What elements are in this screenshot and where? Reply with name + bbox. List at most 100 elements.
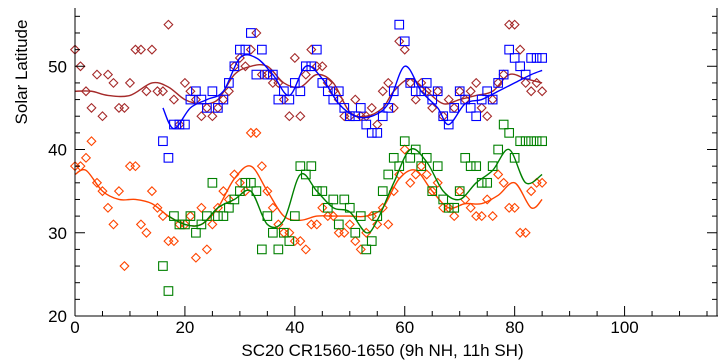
- square-point: [504, 128, 515, 138]
- diamond-point: [300, 244, 311, 255]
- square-point: [388, 152, 399, 163]
- square-point: [180, 219, 190, 230]
- x-axis-label: SC20 CR1560-1650 (9h NH, 11h SH): [241, 341, 523, 360]
- diamond-point: [504, 202, 515, 213]
- diamond-point: [300, 69, 311, 80]
- diamond-point: [520, 77, 531, 88]
- diamond-point: [383, 219, 394, 230]
- square-point: [438, 194, 449, 205]
- diamond-point: [405, 177, 416, 188]
- diamond-point: [438, 202, 449, 213]
- diamond-point: [201, 102, 212, 113]
- diamond-point: [421, 169, 432, 180]
- square-point: [163, 152, 174, 163]
- diamond-point: [113, 102, 125, 113]
- diamond-point: [372, 119, 383, 130]
- square-point: [504, 44, 515, 55]
- square-point: [257, 44, 267, 55]
- square-point: [361, 244, 372, 255]
- square-point: [399, 136, 410, 147]
- diamond-point: [141, 86, 152, 97]
- diamond-point: [152, 86, 163, 97]
- square-point: [240, 44, 251, 55]
- square-point: [498, 119, 509, 130]
- square-point: [196, 219, 207, 230]
- diamond-point: [135, 44, 147, 55]
- diamond-point: [383, 77, 394, 88]
- series-3: [69, 127, 548, 272]
- square-point: [526, 136, 536, 147]
- diamond-point: [163, 19, 174, 30]
- diamond-point: [152, 202, 163, 213]
- diamond-point: [256, 161, 267, 172]
- y-tick-label: 50: [48, 57, 67, 76]
- diamond-point: [306, 44, 317, 55]
- square-point: [421, 78, 432, 88]
- diamond-point: [196, 111, 207, 122]
- diamond-point: [251, 27, 262, 39]
- diamond-point: [482, 194, 493, 205]
- diamond-point: [201, 244, 212, 255]
- square-point: [383, 169, 394, 180]
- diamond-point: [350, 236, 361, 247]
- diamond-point: [487, 211, 498, 222]
- square-point: [185, 211, 196, 221]
- diamond-point: [454, 86, 465, 97]
- diamond-point: [350, 94, 361, 105]
- diamond-point: [427, 102, 438, 113]
- diamond-point: [146, 44, 158, 55]
- square-point: [531, 53, 542, 63]
- diamond-point: [399, 44, 410, 55]
- square-point: [317, 186, 328, 196]
- square-point: [432, 86, 443, 97]
- diamond-point: [509, 19, 520, 30]
- diamond-point: [234, 177, 245, 188]
- diamond-point: [256, 69, 267, 80]
- square-point: [158, 261, 168, 271]
- diamond-point: [207, 111, 218, 122]
- diamond-point: [520, 227, 531, 238]
- square-point: [372, 128, 383, 138]
- smoothed-curve: [162, 54, 543, 130]
- square-point: [355, 103, 366, 113]
- square-point: [454, 186, 465, 196]
- square-point: [526, 53, 536, 63]
- diamond-point: [498, 69, 509, 80]
- diamond-point: [377, 202, 388, 213]
- square-point: [278, 227, 289, 238]
- diamond-point: [119, 260, 130, 272]
- diamond-point: [80, 152, 92, 163]
- diamond-point: [333, 227, 344, 238]
- square-point: [443, 202, 454, 213]
- square-point: [246, 28, 256, 38]
- square-point: [218, 94, 229, 105]
- square-point: [471, 111, 482, 122]
- square-point: [207, 177, 218, 188]
- diamond-point: [119, 102, 130, 113]
- square-point: [333, 86, 344, 97]
- square-point: [361, 119, 372, 130]
- square-point: [454, 86, 465, 97]
- diamond-point: [245, 127, 256, 138]
- smoothed-curve: [168, 148, 543, 234]
- diamond-point: [168, 236, 180, 247]
- y-tick-label: 40: [48, 141, 67, 160]
- diamond-point: [295, 111, 306, 122]
- diamond-point: [339, 227, 350, 238]
- square-point: [449, 202, 460, 213]
- diamond-point: [278, 94, 289, 105]
- square-point: [289, 211, 300, 221]
- diamond-point: [295, 236, 306, 247]
- square-point: [377, 186, 388, 196]
- square-point: [465, 161, 476, 172]
- square-point: [267, 69, 278, 80]
- square-point: [410, 86, 421, 97]
- square-point: [339, 194, 350, 205]
- diamond-point: [366, 211, 377, 222]
- square-point: [515, 61, 526, 72]
- diamond-point: [185, 211, 196, 222]
- diamond-point: [410, 94, 421, 105]
- x-tick-label: 40: [285, 318, 304, 337]
- square-point: [174, 119, 185, 130]
